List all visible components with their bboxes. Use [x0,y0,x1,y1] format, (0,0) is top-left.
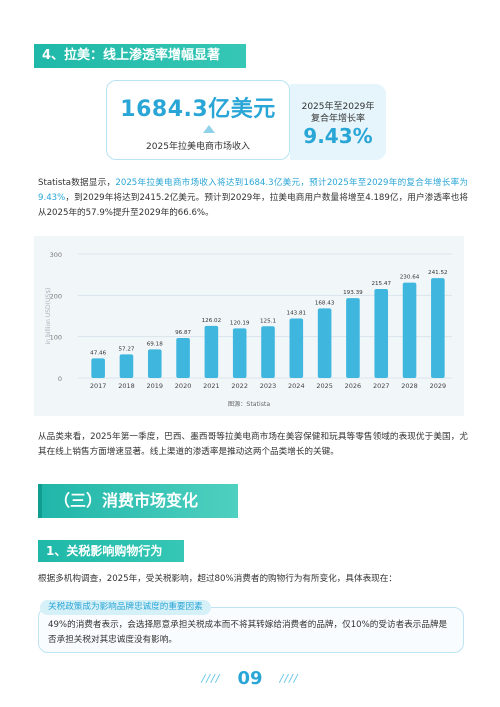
footer-slashes-right: //// [279,672,299,685]
bar [261,326,275,378]
x-tick-label: 2026 [345,382,362,390]
para-highlight: 2025年拉美电商市场收入将达到1684.3亿美元，预计2025年至2029年的… [38,178,469,203]
bar-value-label: 230.64 [400,275,420,281]
bar-value-label: 120.19 [230,320,250,326]
bar [204,325,219,378]
bar-value-label: 47.46 [90,350,106,356]
bar [317,308,332,378]
x-tick-label: 2025 [316,382,333,390]
bar [402,282,417,378]
y-tick-label: 0 [58,375,62,383]
cagr-stat-card: 2025年至2029年 复合年增长率 9.43% [290,84,386,160]
bar [232,328,247,378]
bar [91,358,105,378]
revenue-value: 1684.3亿美元 [120,97,276,122]
x-tick-label: 2017 [90,382,107,390]
revenue-stat-card: 1684.3亿美元 2025年拉美电商市场收入 [106,80,290,160]
footer-slashes-left: //// [201,672,221,685]
bar [346,298,360,378]
x-tick-label: 2019 [146,382,163,390]
callout-tag: 关税政策成为影响品牌忠诚度的重要因素 [40,600,211,615]
category-paragraph: 从品类来看，2025年第一季度，巴西、墨西哥等拉美电商市场在美容保健和玩具等零售… [38,432,468,457]
subsection-heading-tariff: 1、关税影响购物行为 [38,540,184,562]
revenue-label: 2025年拉美电商市场收入 [146,142,250,152]
bar [289,318,304,378]
bar [147,349,162,378]
y-tick-label: 100 [50,334,62,342]
cagr-value: 9.43% [303,124,373,148]
chart-svg: 0 100 200 300 in billion USD(US$) 47.46 2017 57… [45,251,452,408]
chart-source: 图源：Statista [228,400,271,408]
y-axis-label: in billion USD(US$) [45,288,52,345]
x-tick-label: 2024 [288,382,305,390]
x-tick-label: 2021 [203,382,220,390]
cagr-label-line1: 2025年至2029年 [301,102,375,112]
survey-paragraph: 根据多机构调查，2025年，受关税影响，超过80%消费者的购物行为有所变化，具体… [38,574,397,584]
cagr-label-line2: 复合年增长率 [310,114,365,124]
page-number: 09 [237,668,263,689]
x-tick-label: 2029 [430,382,447,390]
triangle-up-icon [203,125,215,133]
bar [374,288,389,378]
bar-value-label: 168.43 [315,300,335,306]
bar-value-label: 241.52 [428,270,448,276]
bar-value-label: 125.1 [260,318,276,324]
x-tick-label: 2023 [260,382,277,390]
revenue-bar-chart: 0 100 200 300 in billion USD(US$) 47.46 2017 57… [34,236,464,416]
bar-value-label: 126.02 [202,318,222,324]
para-prefix: Statista数据显示， [38,178,116,188]
statista-paragraph: Statista数据显示，2025年拉美电商市场收入将达到1684.3亿美元，预… [38,176,468,221]
section-heading-latam: 4、拉美：线上渗透率增幅显著 [34,44,246,68]
x-tick-label: 2027 [373,382,390,390]
bar-value-label: 193.39 [343,290,363,296]
x-tick-label: 2022 [231,382,248,390]
x-tick-label: 2020 [175,382,192,390]
x-tick-label: 2028 [401,382,418,390]
page-footer: //// 09 //// [0,668,500,692]
bar [176,337,190,378]
bar [119,354,134,378]
x-tick-label: 2018 [118,382,135,390]
y-tick-label: 300 [50,251,62,259]
bar [431,278,445,378]
bar-value-label: 96.87 [175,330,191,336]
section-heading-consumer-market: （三）消费市场变化 [38,484,238,518]
bar-value-label: 69.18 [147,341,163,347]
bar-value-label: 143.81 [287,311,307,317]
para-suffix: ，到2029年将达到2415.2亿美元。预计到2029年，拉美电商用户数量将增至… [38,193,468,218]
bar-value-label: 57.27 [118,346,134,352]
bar-value-label: 215.47 [371,281,391,287]
y-tick-label: 200 [50,292,62,300]
callout-text: 49%的消费者表示，会选择愿意承担关税成本而不将其转嫁给消费者的品牌，仅10%的… [48,620,448,645]
